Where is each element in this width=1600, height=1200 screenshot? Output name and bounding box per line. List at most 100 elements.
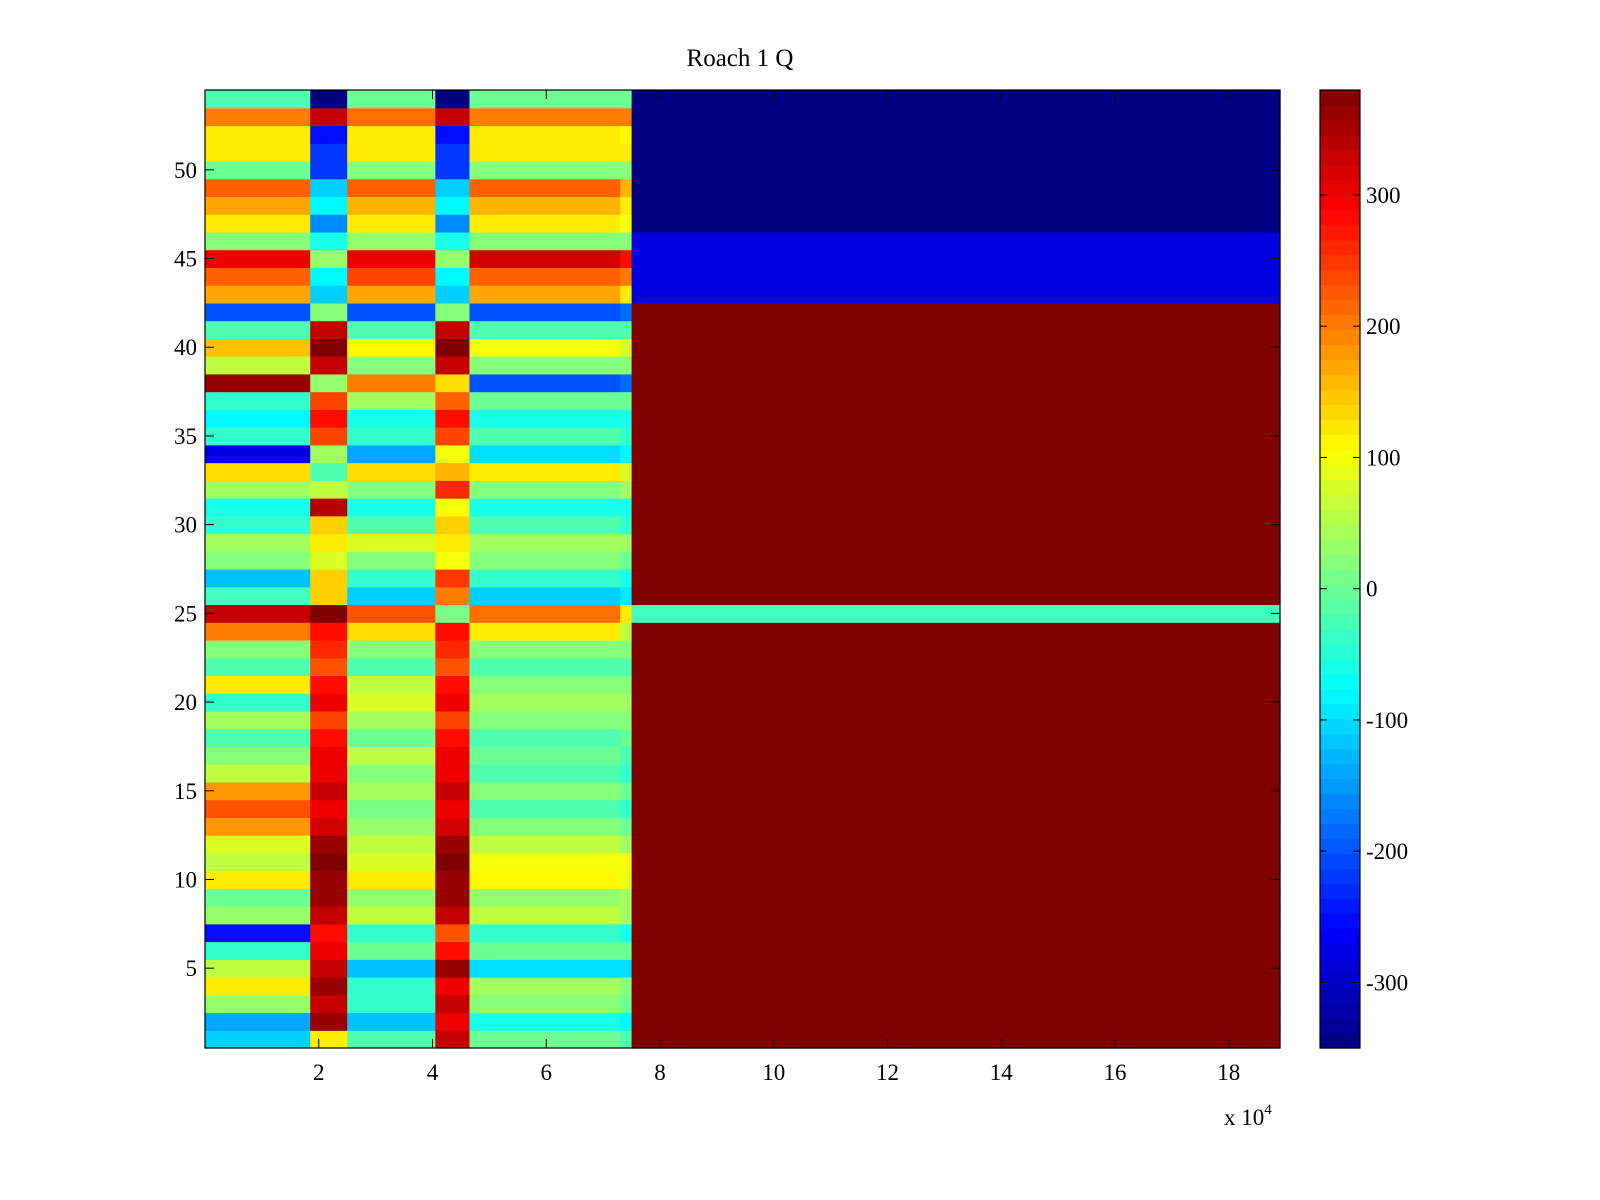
heatmap-cell	[205, 143, 311, 162]
heatmap-cell	[310, 675, 348, 694]
heatmap-cell	[310, 569, 348, 588]
heatmap-cell	[347, 852, 436, 872]
heatmap-cell	[620, 675, 633, 694]
heatmap-cell	[620, 657, 633, 677]
heatmap-cell	[205, 409, 311, 428]
heatmap-cell	[631, 125, 1281, 144]
heatmap-cell	[620, 586, 633, 606]
heatmap-cell	[310, 906, 348, 925]
heatmap-cell	[631, 267, 1281, 286]
heatmap-cell	[347, 178, 436, 198]
heatmap-cell	[631, 835, 1281, 854]
heatmap-cell	[469, 356, 621, 375]
heatmap-cell	[631, 178, 1281, 198]
heatmap-cell	[620, 125, 633, 144]
heatmap-cell	[205, 515, 311, 535]
heatmap-cell	[205, 604, 311, 623]
colorbar-tick-label: -100	[1366, 708, 1408, 733]
heatmap-cell	[347, 622, 436, 641]
heatmap-cell	[205, 356, 311, 375]
heatmap-cell	[620, 302, 633, 322]
heatmap-cell	[620, 604, 633, 623]
heatmap-cell	[310, 267, 348, 286]
heatmap-cell	[631, 143, 1281, 162]
heatmap-cell	[469, 214, 621, 233]
heatmap-cell	[205, 551, 311, 570]
heatmap-cell	[435, 178, 471, 198]
colorbar-segment	[1320, 883, 1360, 899]
heatmap-cell	[205, 906, 311, 925]
heatmap-cell	[469, 302, 621, 322]
colorbar-segment	[1320, 119, 1360, 136]
heatmap-cell	[347, 746, 436, 765]
x-tick-label: 12	[876, 1060, 899, 1085]
heatmap-cell	[435, 533, 471, 552]
heatmap-cell	[631, 639, 1281, 659]
heatmap-cell	[347, 551, 436, 570]
heatmap-cell	[631, 710, 1281, 730]
heatmap-cell	[435, 231, 471, 251]
x-tick-label: 18	[1217, 1060, 1240, 1085]
heatmap-cell	[310, 373, 348, 393]
heatmap-cell	[347, 1012, 436, 1031]
heatmap-cell	[435, 746, 471, 765]
heatmap-cell	[205, 781, 311, 801]
heatmap-cell	[620, 852, 633, 872]
heatmap-cell	[469, 409, 621, 428]
heatmap-cell	[469, 728, 621, 748]
heatmap-cell	[620, 107, 633, 127]
heatmap-cell	[347, 427, 436, 446]
heatmap-cell	[620, 409, 633, 428]
heatmap-cell	[205, 622, 311, 641]
heatmap-cell	[620, 799, 633, 818]
colorbar-segment	[1320, 853, 1360, 869]
heatmap-cell	[435, 444, 471, 464]
heatmap-cell	[347, 569, 436, 588]
heatmap-cell	[347, 285, 436, 304]
colorbar-axis: -300 -200 -100 0 100 200 300	[1320, 183, 1408, 995]
heatmap-cell	[620, 764, 633, 783]
colorbar-segment	[1320, 763, 1360, 780]
heatmap-cell	[631, 373, 1281, 393]
x-multiplier-base: x 10	[1224, 1105, 1264, 1130]
heatmap-cell	[620, 693, 633, 712]
heatmap-cell	[347, 977, 436, 996]
colorbar-tick-label: 300	[1366, 183, 1401, 208]
colorbar-segment	[1320, 613, 1360, 630]
heatmap-cell	[631, 285, 1281, 304]
heatmap-cell	[310, 427, 348, 446]
heatmap-cell	[347, 586, 436, 606]
heatmap-cell	[469, 604, 621, 623]
heatmap-cell	[205, 373, 311, 393]
heatmap-cell	[469, 657, 621, 677]
heatmap-cell	[347, 870, 436, 889]
heatmap-cell	[631, 923, 1281, 943]
heatmap-cell	[631, 746, 1281, 765]
heatmap-cell	[310, 657, 348, 677]
heatmap-cell	[347, 693, 436, 712]
x-tick-label: 16	[1104, 1060, 1127, 1085]
colorbar-segment	[1320, 164, 1360, 181]
colorbar-segment	[1320, 688, 1360, 705]
heatmap-cell	[435, 160, 471, 180]
colorbar-segment	[1320, 494, 1360, 510]
heatmap-cell	[435, 639, 471, 659]
colorbar-segment	[1320, 479, 1360, 495]
heatmap-cell	[435, 852, 471, 872]
heatmap-cell	[469, 923, 621, 943]
heatmap-cell	[620, 214, 633, 233]
heatmap-cell	[469, 781, 621, 801]
heatmap-cell	[469, 267, 621, 286]
heatmap-cell	[347, 781, 436, 801]
colorbar-segment	[1320, 778, 1360, 795]
heatmap-cell	[469, 888, 621, 907]
heatmap-cell	[310, 480, 348, 499]
heatmap-cell	[469, 143, 621, 162]
heatmap-cell	[469, 125, 621, 144]
heatmap-cell	[205, 817, 311, 836]
heatmap-cell	[469, 941, 621, 960]
heatmap-cell	[620, 906, 633, 925]
colorbar-segment	[1320, 329, 1360, 346]
heatmap-cell	[631, 214, 1281, 233]
